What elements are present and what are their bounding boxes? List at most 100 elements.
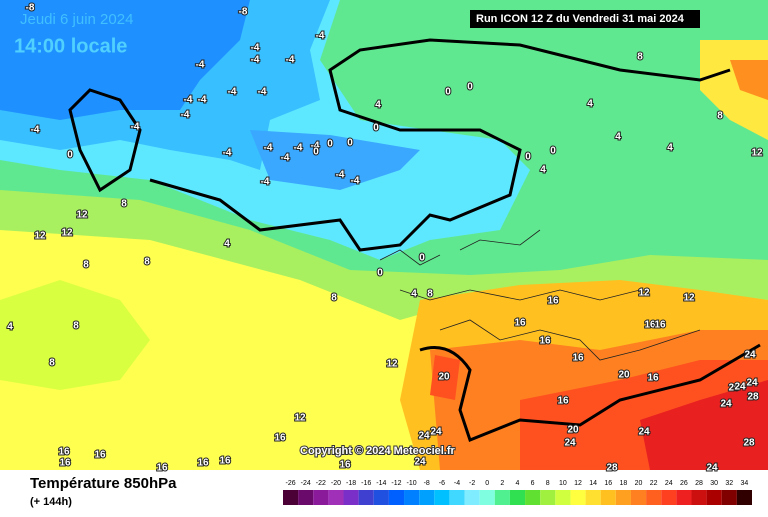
isotherm-label: 12 — [386, 359, 398, 370]
colorbar-label: 4 — [516, 480, 520, 487]
colorbar-swatch — [555, 490, 571, 505]
isotherm-label: 16 — [644, 320, 656, 331]
colorbar-label: 2 — [500, 480, 504, 487]
colorbar-label: -4 — [454, 480, 460, 487]
isotherm-label: 0 — [525, 152, 531, 163]
isotherm-label: -4 — [251, 55, 260, 66]
isotherm-label: 20 — [438, 372, 450, 383]
isotherm-label: 16 — [647, 373, 659, 384]
colorbar-swatch — [525, 490, 541, 505]
isotherm-label: 12 — [751, 148, 763, 159]
isotherm-label: 8 — [83, 260, 89, 271]
isotherm-label: 0 — [327, 139, 333, 150]
isotherm-label: 0 — [377, 268, 383, 279]
isotherm-label: 20 — [728, 383, 740, 394]
colorbar-swatch — [721, 490, 737, 505]
colorbar-swatch — [570, 490, 586, 505]
colorbar-label: -16 — [361, 480, 371, 487]
isotherm-label: 16 — [58, 447, 70, 458]
colorbar-label: 22 — [650, 480, 658, 487]
isotherm-label: 8 — [144, 257, 150, 268]
colorbar-label: -18 — [346, 480, 356, 487]
isotherm-label: 8 — [717, 111, 723, 122]
colorbar-swatch — [373, 490, 389, 505]
colorbar-swatch — [661, 490, 677, 505]
colorbar-label: -22 — [316, 480, 326, 487]
colorbar-swatch — [479, 490, 495, 505]
isotherm-label: 16 — [156, 463, 168, 474]
isotherm-label: 24 — [744, 350, 756, 361]
isotherm-label: 0 — [373, 123, 379, 134]
colorbar-swatch — [676, 490, 692, 505]
isotherm-label: -4 — [223, 148, 232, 159]
colorbar-swatch — [736, 490, 752, 505]
isotherm-label: 24 — [414, 457, 426, 468]
colorbar-swatch — [464, 490, 480, 505]
colorbar-label: 8 — [546, 480, 550, 487]
colorbar-swatch — [328, 490, 344, 505]
isotherm-label: 8 — [427, 289, 433, 300]
isotherm-label: 8 — [121, 199, 127, 210]
isotherm-label: 16 — [654, 320, 666, 331]
run-info: Run ICON 12 Z du Vendredi 31 mai 2024 — [476, 13, 685, 25]
isotherm-label: 8 — [73, 321, 79, 332]
isotherm-label: 16 — [94, 450, 106, 461]
isotherm-label: 0 — [313, 147, 319, 158]
isotherm-labels: -8-8-4-4-4 -4-4-4 -4-4 -4-4-4-4-4 -4-4-4 -4-4… — [6, 2, 764, 475]
colorbar-label: -6 — [439, 480, 445, 487]
isotherm-label: -4 — [198, 95, 207, 106]
colorbar-swatch — [630, 490, 647, 505]
colorbar-swatch — [600, 490, 616, 505]
isotherm-label: 28 — [606, 463, 618, 474]
isotherm-20 — [419, 343, 761, 442]
colorbar-label: 18 — [620, 480, 628, 487]
isotherm-label: -4 — [251, 43, 260, 54]
colorbar-swatch — [509, 490, 526, 505]
colorbar-label: -10 — [407, 480, 417, 487]
colorbar-label: 26 — [680, 480, 688, 487]
isotherm-label: 12 — [683, 293, 695, 304]
isotherm-label: 16 — [547, 296, 559, 307]
copyright: Copyright © 2024 Meteociel.fr — [300, 445, 456, 457]
colorbar-label: 32 — [725, 480, 733, 487]
isotherm-label: 12 — [61, 228, 73, 239]
isotherm-label: 8 — [49, 358, 55, 369]
colorbar-swatch — [540, 490, 556, 505]
isotherm-label: 24 — [720, 399, 732, 410]
colorbar-label: -26 — [286, 480, 296, 487]
isotherm-label: 8 — [637, 52, 643, 63]
isotherm-label: 24 — [564, 438, 576, 449]
colorbar-label: -12 — [391, 480, 401, 487]
isotherm-label: 4 — [540, 165, 546, 176]
colorbar-swatch — [585, 490, 601, 505]
isotherm-label: 4 — [7, 322, 13, 333]
isotherm-label: 12 — [76, 210, 88, 221]
isotherm-0 — [68, 38, 731, 252]
isotherm-label: -4 — [228, 87, 237, 98]
colorbar: -26 -24 -22 -20 -18 -16 -14 -12 -10 -8 -6 -4 -2 0 2 4 6 8… — [283, 480, 752, 505]
isotherm-label: 12 — [638, 288, 650, 299]
colorbar-label: 6 — [531, 480, 535, 487]
isotherm-label: -4 — [351, 176, 360, 187]
isotherm-label: 4 — [375, 100, 381, 111]
isotherm-label: -8 — [239, 7, 248, 18]
isotherm-label: 20 — [618, 370, 630, 381]
isotherm-label: 0 — [467, 82, 473, 93]
colorbar-swatch — [298, 490, 314, 505]
isotherm-label: 8 — [331, 293, 337, 304]
colorbar-label: 28 — [695, 480, 703, 487]
isotherm-label: -4 — [336, 170, 345, 181]
isotherm-label: 12 — [294, 413, 306, 424]
colorbar-label: 34 — [741, 480, 749, 487]
colorbar-label: -14 — [376, 480, 386, 487]
isotherm-label: -4 — [261, 177, 270, 188]
isotherm-label: 16 — [274, 433, 286, 444]
isotherm-label: 24 — [734, 382, 746, 393]
colorbar-swatch — [449, 490, 465, 505]
isotherm-label: -4 — [258, 87, 267, 98]
colorbar-swatch — [388, 490, 405, 505]
isotherm-label: 24 — [638, 427, 650, 438]
isotherm-label: 28 — [743, 438, 755, 449]
lead-time: (+ 144h) — [30, 496, 72, 508]
